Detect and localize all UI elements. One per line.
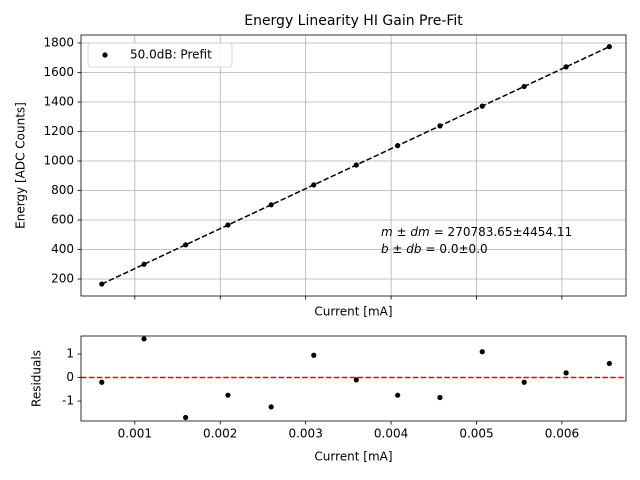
data-point [606, 360, 612, 367]
y-tick-label: 800 [51, 183, 74, 197]
data-point [141, 336, 147, 342]
x-tick-label: 0.005 [459, 427, 493, 441]
x-axis-label: Current [mA] [314, 450, 392, 464]
annotation: m ± dm = 270783.65±4454.11 [381, 225, 572, 239]
data-point [311, 352, 317, 358]
legend-box [87, 42, 233, 68]
data-point [183, 242, 189, 248]
y-tick-label: 1200 [43, 124, 74, 138]
data-point [268, 404, 274, 410]
y-tick-label: 1 [66, 347, 74, 361]
data-point [395, 392, 401, 398]
data-point [99, 379, 105, 385]
annotation-text: = 0.0±0.0 [426, 242, 488, 256]
y-tick-label: 0 [66, 370, 74, 384]
data-point [268, 202, 274, 208]
axes-frame [80, 34, 627, 297]
data-point [311, 182, 317, 188]
annotation-text: = 270783.65±4454.11 [434, 225, 572, 239]
data-point [395, 143, 401, 149]
x-tick-label: 0.006 [545, 427, 579, 441]
y-tick-label: 400 [51, 242, 74, 256]
data-point [479, 103, 485, 109]
legend: 50.0dB: Prefit [87, 42, 233, 68]
data-point [99, 281, 105, 287]
axes-frame [80, 335, 627, 422]
data-point [225, 222, 231, 228]
y-tick-label: -1 [62, 394, 74, 408]
y-tick-label: 1000 [43, 154, 74, 168]
legend-marker [102, 52, 108, 58]
data-point [437, 394, 443, 401]
y-tick-label: 1800 [43, 35, 74, 49]
legend-label: 50.0dB: Prefit [130, 48, 212, 62]
y-axis-label: Residuals [30, 350, 44, 407]
data-point [606, 44, 612, 50]
y-tick-label: 200 [51, 272, 74, 286]
x-tick-label: 0.001 [118, 427, 152, 441]
y-tick-label: 1400 [43, 94, 74, 108]
y-tick-label: 600 [51, 213, 74, 227]
x-axis-label: Current [mA] [314, 305, 392, 319]
y-axis-label: Energy [ADC Counts] [14, 102, 28, 229]
chart-title: Energy Linearity HI Gain Pre-Fit [244, 13, 463, 29]
data-point [521, 379, 527, 385]
annotation-label: b ± db [381, 242, 422, 256]
x-tick-label: 0.002 [203, 427, 237, 441]
subplot: Energy Linearity HI Gain Pre-Fit 200 400 60… [14, 13, 627, 319]
data-point [225, 392, 231, 398]
y-tick-label: 1600 [43, 65, 74, 79]
data-point [353, 377, 359, 383]
data-point [437, 123, 443, 129]
data-point [563, 64, 569, 70]
x-tick-label: 0.004 [374, 427, 408, 441]
data-point [479, 349, 485, 355]
annotation: b ± db = 0.0±0.0 [381, 242, 488, 256]
x-tick-label: 0.003 [288, 427, 322, 441]
data-point [183, 414, 189, 421]
data-point [521, 83, 527, 90]
data-point [563, 370, 569, 376]
data-point [141, 261, 147, 267]
annotation-label: m ± dm [381, 225, 430, 239]
subplot: 0.001 0.002 0.003 0.004 0.005 0.006 -1 0 1 Curren… [30, 335, 627, 464]
data-point [353, 162, 359, 168]
